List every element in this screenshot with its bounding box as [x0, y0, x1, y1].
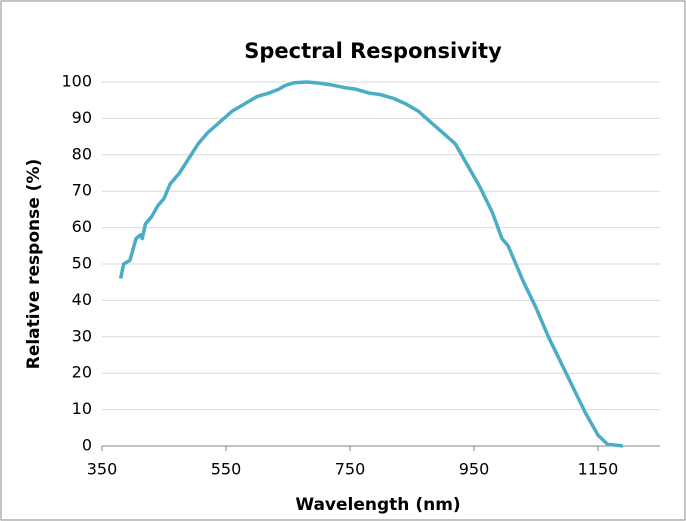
y-tick-label: 80	[72, 144, 92, 163]
x-tick-label: 950	[459, 460, 490, 479]
y-tick-label: 90	[72, 108, 92, 127]
x-tick-label: 750	[335, 460, 366, 479]
x-tick-label: 1150	[578, 460, 619, 479]
y-tick-label: 20	[72, 363, 92, 382]
y-tick-label: 10	[72, 399, 92, 418]
y-tick-label: 100	[61, 72, 92, 91]
y-axis-label: Relative response (%)	[24, 159, 44, 370]
data-line	[118, 80, 624, 448]
y-tick-label: 40	[72, 290, 92, 309]
y-tick-label: 50	[72, 254, 92, 273]
y-tick-label: 0	[82, 436, 92, 455]
chart-title: Spectral Responsivity	[244, 39, 502, 63]
x-tick-label: 550	[211, 460, 242, 479]
y-tick-label: 30	[72, 326, 92, 345]
y-tick-label: 60	[72, 217, 92, 236]
x-axis-label: Wavelength (nm)	[295, 495, 460, 515]
y-tick-label: 70	[72, 181, 92, 200]
x-tick-label: 350	[87, 460, 118, 479]
